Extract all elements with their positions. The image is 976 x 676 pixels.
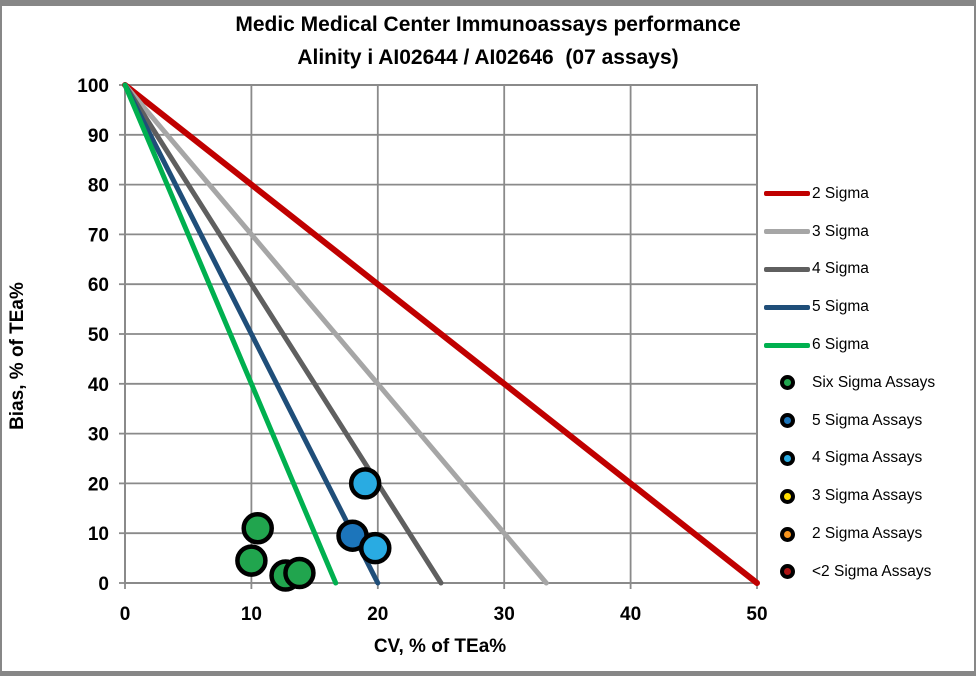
x-tick-label-30: 30: [494, 604, 515, 625]
frame-border-left: [0, 0, 2, 676]
x-tick-label-40: 40: [620, 604, 641, 625]
y-tick-label-30: 30: [88, 425, 109, 446]
y-tick-label-100: 100: [77, 76, 109, 97]
legend-label-2-sigma-assays: 2 Sigma Assays: [812, 525, 923, 543]
legend-item-4-sigma: 4 Sigma: [764, 251, 972, 289]
assay-point-2-six-sigma-assays: [235, 544, 268, 577]
legend-dot-swatch-six-sigma-assays: [779, 375, 795, 391]
legend-label-4-sigma-assays: 4 Sigma Assays: [812, 449, 923, 467]
y-tick-label-70: 70: [88, 225, 109, 246]
frame-border-top: [0, 0, 976, 6]
legend-line-swatch-6-sigma: [764, 342, 810, 348]
x-axis-title: CV, % of TEa%: [373, 636, 507, 657]
assay-point-7-4-sigma-assays: [359, 531, 392, 565]
legend-dot-swatch-2-sigma-assays: [779, 564, 795, 580]
chart-title-line2: Alinity i AI02644 / AI02646 (07 assays): [297, 46, 679, 69]
sigma-line-6-sigma: [122, 82, 339, 586]
y-tick-label-90: 90: [88, 126, 109, 147]
legend-item-5-sigma-assays: 5 Sigma Assays: [764, 402, 972, 440]
y-tick-label-20: 20: [88, 474, 109, 495]
assay-point-1-six-sigma-assays: [241, 511, 274, 545]
legend-label-5-sigma: 5 Sigma: [812, 298, 869, 316]
legend-item-six-sigma-assays: Six Sigma Assays: [764, 364, 972, 402]
legend-dot-swatch-2-sigma-assays: [779, 526, 795, 542]
legend-label-3-sigma: 3 Sigma: [812, 222, 869, 240]
frame-border-bottom: [0, 671, 976, 676]
legend-item-6-sigma: 6 Sigma: [764, 326, 972, 364]
legend-dot-swatch-3-sigma-assays: [779, 488, 795, 504]
legend-dot-swatch-5-sigma-assays: [779, 413, 795, 429]
sigma-line-5-sigma: [122, 82, 381, 586]
y-tick-label-60: 60: [88, 275, 109, 296]
y-tick-label-40: 40: [88, 375, 109, 396]
legend-label-6-sigma: 6 Sigma: [812, 336, 869, 354]
chart-legend: 2 Sigma 3 Sigma 4 Sigma 5 Sigma 6 Sigma Six S…: [764, 175, 972, 591]
y-tick-label-50: 50: [88, 325, 109, 346]
x-tick-label-20: 20: [367, 604, 388, 625]
y-tick-label-10: 10: [88, 524, 109, 545]
legend-label-six-sigma-assays: Six Sigma Assays: [812, 373, 936, 391]
y-tick-label-0: 0: [98, 574, 109, 595]
legend-item-4-sigma-assays: 4 Sigma Assays: [764, 440, 972, 478]
legend-item-2-sigma-assays: <2 Sigma Assays: [764, 553, 972, 591]
x-tick-label-50: 50: [746, 604, 767, 625]
legend-label-2-sigma: 2 Sigma: [812, 184, 869, 202]
legend-label-2-sigma-assays: <2 Sigma Assays: [812, 562, 932, 580]
x-tick-label-0: 0: [120, 604, 131, 625]
legend-label-4-sigma: 4 Sigma: [812, 260, 869, 278]
legend-item-3-sigma-assays: 3 Sigma Assays: [764, 477, 972, 515]
legend-item-5-sigma: 5 Sigma: [764, 288, 972, 326]
x-tick-label-10: 10: [241, 604, 262, 625]
legend-line-swatch-4-sigma: [764, 266, 810, 272]
y-axis-title: Bias, % of TEa%: [7, 282, 28, 430]
sigma-line-3-sigma: [122, 82, 549, 586]
legend-line-swatch-3-sigma: [764, 229, 810, 235]
legend-dot-swatch-4-sigma-assays: [779, 450, 795, 466]
sigma-line-2-sigma: [122, 82, 760, 586]
legend-line-swatch-5-sigma: [764, 304, 810, 310]
sigma-line-4-sigma: [122, 82, 444, 586]
assay-point-4-six-sigma-assays: [283, 556, 316, 590]
legend-label-3-sigma-assays: 3 Sigma Assays: [812, 487, 923, 505]
legend-item-3-sigma: 3 Sigma: [764, 213, 972, 251]
legend-item-2-sigma: 2 Sigma: [764, 175, 972, 213]
legend-line-swatch-2-sigma: [764, 191, 810, 197]
chart-title-line1: Medic Medical Center Immunoassays perfor…: [235, 13, 741, 36]
assay-point-6-4-sigma-assays: [348, 467, 382, 500]
legend-item-2-sigma-assays: 2 Sigma Assays: [764, 515, 972, 553]
frame-border-right: [974, 0, 976, 676]
legend-label-5-sigma-assays: 5 Sigma Assays: [812, 411, 923, 429]
y-tick-label-80: 80: [88, 176, 109, 197]
